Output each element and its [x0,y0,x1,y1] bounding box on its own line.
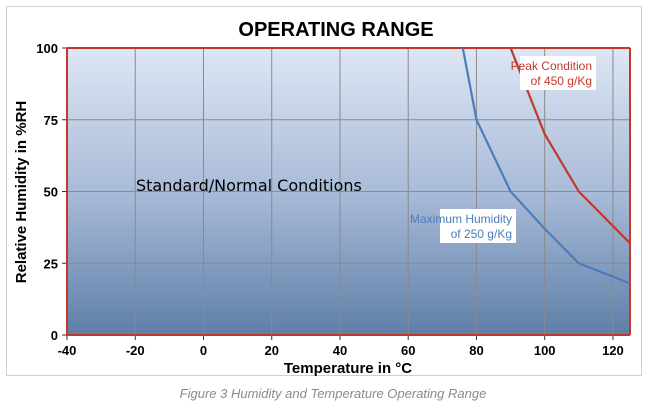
axes [62,47,631,340]
y-tick-label: 0 [51,328,58,343]
x-tick-label: 80 [469,343,483,358]
x-tick-label: -20 [126,343,145,358]
series-label: Maximum Humidity [410,212,512,226]
region-label: Standard/Normal Conditions [136,176,362,195]
x-tick-label: 100 [534,343,556,358]
series-label-background [440,209,516,243]
x-tick-label: 0 [200,343,207,358]
figure-caption: Figure 3 Humidity and Temperature Operat… [179,386,487,401]
x-tick-label: 20 [264,343,278,358]
y-axis-label: Relative Humidity in %RH [13,101,30,284]
x-tick-label: 120 [602,343,624,358]
x-tick-label: 40 [333,343,347,358]
series-label: Peak Condition [511,59,592,73]
x-tick-label: 60 [401,343,415,358]
y-tick-label: 50 [44,185,58,200]
y-tick-label: 25 [44,256,58,271]
chart-title: OPERATING RANGE [238,19,433,41]
series-label: of 450 g/Kg [531,74,592,88]
peak-condition-line [509,47,631,244]
series-label: of 250 g/Kg [451,227,512,241]
series-label-background [520,56,596,90]
max-humidity-line [461,47,631,285]
x-tick-label: -40 [58,343,77,358]
tick-labels: -40 -20 0 20 40 60 80 100 120 0 25 50 75 100 [36,41,623,358]
y-tick-label: 75 [44,113,58,128]
x-axis-label: Temperature in °C [284,360,412,377]
y-tick-label: 100 [36,41,58,56]
